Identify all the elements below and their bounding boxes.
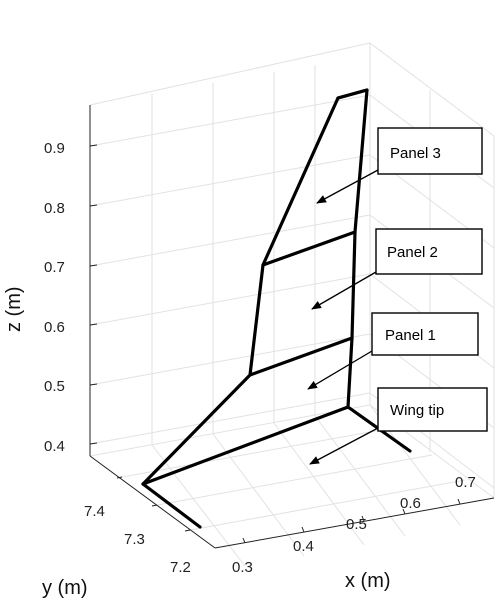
x-axis-title: x (m) [345,570,391,592]
y-axis-title: y (m) [42,577,88,599]
callout-panel-2: Panel 2 [311,228,483,310]
x-tick-label: 0.7 [455,474,476,491]
z-axis-title: z (m) [3,286,25,332]
z-tick-labels: 0.4 0.5 0.6 0.7 0.8 0.9 [44,140,65,455]
callout-arrow [316,169,379,204]
x-axis-line [214,497,495,549]
panel-1-chord [248,336,354,377]
y-tick-label: 7.3 [124,531,145,548]
callout-label: Panel 2 [387,244,438,261]
callout-box [371,312,479,356]
callout-box [375,228,483,275]
panel-2-chord [261,230,357,267]
z-tick-label: 0.7 [44,259,65,276]
y-tick-label: 7.4 [84,503,105,520]
z-tick-label: 0.4 [44,438,65,455]
callout-arrow [309,427,379,465]
callout-panel-3: Panel 3 [316,127,483,204]
callout-box [377,127,483,175]
x-tick-label: 0.3 [232,559,253,576]
z-tick-label: 0.6 [44,319,65,336]
x-tick-label: 0.6 [400,495,421,512]
z-tick-label: 0.8 [44,200,65,217]
callout-arrow [311,271,377,310]
callout-label: Wing tip [390,402,444,419]
panel-3-top-chord [336,88,369,100]
x-tick-labels: 0.3 0.4 0.5 0.6 0.7 [232,474,476,576]
wing-structure [141,88,412,529]
wing-tip-chord [141,405,350,486]
y-tick-labels: 7.2 7.3 7.4 [84,503,191,576]
y-tick-label: 7.2 [170,559,191,576]
axes [89,105,495,549]
z-tick-label: 0.9 [44,140,65,157]
callout-box [377,387,488,432]
grid [89,42,495,567]
z-tick-label: 0.5 [44,378,65,395]
x-tick-label: 0.4 [293,538,314,555]
callout-wing-tip: Wing tip [309,387,488,465]
callout-panel-1: Panel 1 [307,312,479,390]
callout-arrow [307,350,373,390]
callout-label: Panel 1 [385,327,436,344]
y-axis-line [89,455,216,549]
tick-marks [89,144,461,544]
callout-label: Panel 3 [390,145,441,162]
x-tick-label: 0.5 [346,516,367,533]
